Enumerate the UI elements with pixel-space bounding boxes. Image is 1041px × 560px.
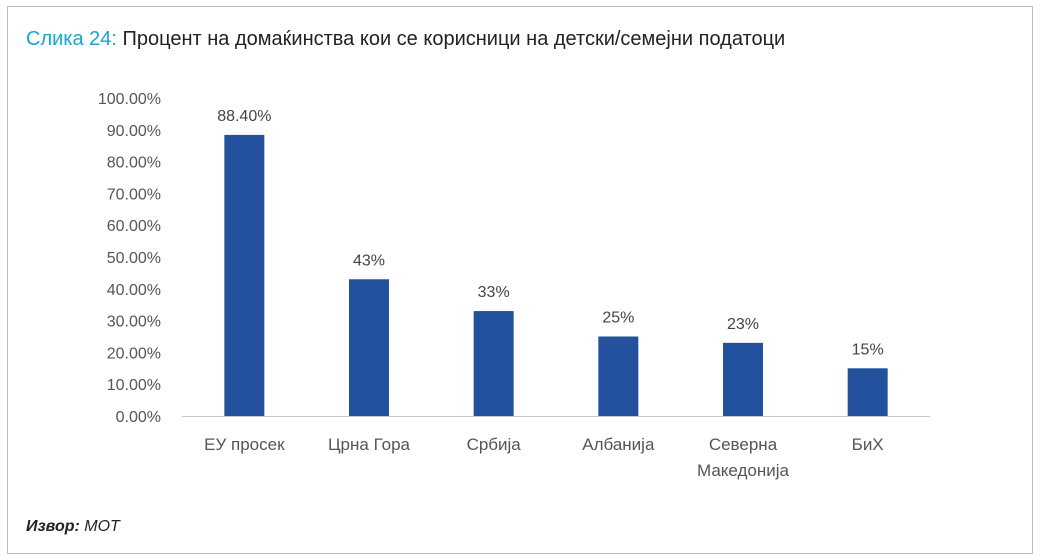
data-label: 43% [353, 252, 385, 269]
source-note: Извор: МОТ [26, 518, 120, 536]
bar [224, 134, 265, 416]
x-category-label: ЕУ просек [204, 435, 285, 454]
figure-frame [7, 6, 1033, 554]
x-category-label: Македонија [697, 461, 790, 480]
y-tick-label: 20.00% [107, 345, 161, 362]
bar [349, 279, 389, 416]
bar [723, 342, 763, 416]
bar [847, 368, 888, 416]
y-tick-label: 0.00% [116, 409, 161, 426]
source-label: Извор: [26, 518, 80, 535]
x-category-label: Албанија [582, 435, 655, 454]
bar [473, 311, 514, 416]
figure-number: Слика 24: [26, 28, 117, 50]
figure-title-text: Процент на домаќинства кои се корисници … [116, 28, 786, 50]
y-tick-label: 70.00% [107, 186, 161, 203]
y-tick-label: 30.00% [107, 314, 161, 331]
y-tick-label: 90.00% [107, 123, 161, 140]
bar [598, 336, 639, 416]
x-category-label: Србија [467, 435, 522, 454]
y-tick-label: 40.00% [107, 282, 161, 299]
y-tick-label: 50.00% [107, 250, 161, 267]
y-tick-label: 100.00% [98, 91, 161, 108]
data-label: 15% [852, 341, 884, 358]
data-label: 33% [478, 284, 510, 301]
x-category-label: Црна Гора [328, 435, 411, 454]
y-tick-label: 10.00% [107, 377, 161, 394]
x-category-label: БиХ [852, 435, 884, 454]
data-label: 88.40% [217, 108, 271, 125]
y-tick-label: 80.00% [107, 155, 161, 172]
bar-chart: 0.00% 10.00% 20.00% 30.00% 40.00% 50.00% 60.00… [98, 91, 930, 480]
source-value: МОТ [79, 518, 120, 535]
y-tick-label: 60.00% [107, 218, 161, 235]
data-label: 25% [602, 310, 634, 327]
figure-title: Слика 24: Процент на домаќинства кои се … [26, 28, 785, 51]
x-category-label: Северна [709, 435, 778, 454]
data-label: 23% [727, 316, 759, 333]
